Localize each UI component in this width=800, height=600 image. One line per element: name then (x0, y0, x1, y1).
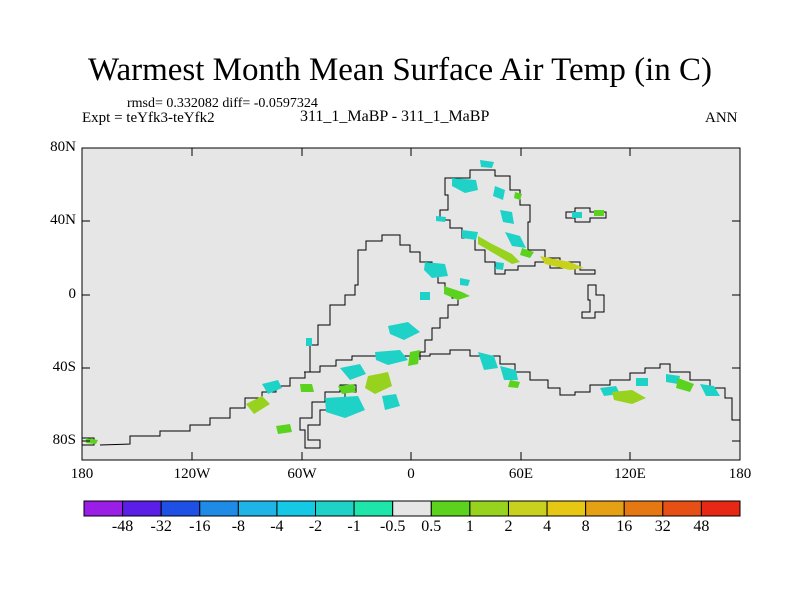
colorbar-box (392, 500, 432, 517)
colorbar-label: -16 (189, 518, 211, 535)
anomaly-patch (636, 378, 648, 386)
anomaly-patch (382, 394, 400, 410)
colorbar-box (507, 500, 548, 517)
lat-label-40s: 40S (52, 359, 76, 375)
anomaly-patch (460, 278, 470, 286)
experiment-label: Expt = teYfk3-teYfk2 (82, 110, 215, 126)
colorbar-box (469, 500, 509, 517)
lon-label-120e: 120E (614, 466, 646, 482)
colorbar-box (122, 500, 162, 517)
colorbar-label: 48 (693, 518, 710, 535)
colorbar-box (160, 500, 201, 517)
colorbar-label: 0.5 (421, 518, 442, 535)
anomaly-patch (594, 210, 604, 216)
lon-label-180e: 180 (728, 466, 752, 482)
anomaly-patch (262, 380, 282, 394)
anomaly-patch (306, 338, 312, 346)
anomaly-patch (700, 384, 720, 396)
anomaly-patch (520, 248, 534, 258)
colorbar-label: -4 (270, 518, 284, 535)
colorbar-label: -32 (150, 518, 172, 535)
island-outline (581, 284, 605, 319)
colorbar-box (546, 500, 587, 517)
anomaly-patch (612, 390, 646, 404)
colorbar-box (700, 500, 741, 517)
anomaly-patch (452, 178, 478, 193)
anomaly-patches (86, 160, 720, 444)
period-label: ANN (705, 110, 738, 126)
anomaly-patch (478, 352, 498, 370)
colorbar-label: -0.5 (380, 518, 406, 535)
lat-ticks (82, 147, 740, 442)
colorbar-box (585, 500, 625, 517)
anomaly-patch (495, 262, 504, 270)
lon-label-180w: 180 (70, 466, 94, 482)
anomaly-patch (408, 350, 420, 366)
lat-label-80s: 80S (52, 432, 76, 448)
lon-label-60w: 60W (287, 466, 317, 482)
colorbar-label: -8 (231, 518, 246, 535)
colorbar-box (199, 500, 239, 517)
colorbar-label: -2 (308, 518, 323, 535)
colorbar-box (276, 500, 317, 517)
lon-ticks (81, 148, 741, 460)
anomaly-patch (505, 232, 526, 248)
anomaly-patch (462, 230, 478, 240)
map-title: Warmest Month Mean Surface Air Temp (in … (87, 52, 713, 88)
colorbar-label: -48 (111, 518, 134, 535)
anomaly-patch (436, 216, 446, 222)
anomaly-patch (514, 192, 522, 200)
lat-label-40n: 40N (50, 212, 76, 228)
colorbar-label: 4 (543, 518, 552, 535)
colorbar-box (237, 500, 278, 517)
anomaly-patch (572, 212, 582, 218)
anomaly-patch (500, 366, 518, 380)
anomaly-patch (246, 396, 270, 414)
lat-label-80n: 80N (50, 139, 76, 155)
colorbar-box (315, 500, 355, 517)
anomaly-patch (424, 262, 448, 278)
anomaly-patch (666, 374, 680, 384)
anomaly-patch (540, 256, 584, 270)
lon-label-60e: 60E (508, 466, 534, 482)
colorbar-box (83, 500, 124, 517)
anomaly-patch (365, 372, 392, 394)
anomaly-patch (676, 378, 694, 392)
anomaly-patch (340, 364, 366, 380)
anomaly-patch (478, 236, 520, 264)
anomaly-patch (338, 384, 356, 394)
americas-outline (304, 234, 459, 373)
lat-label-0: 0 (68, 286, 77, 302)
lon-label-120w: 120W (173, 466, 211, 482)
anomaly-patch (86, 438, 98, 444)
colorbar-label: -1 (347, 518, 361, 535)
colorbar-box (623, 500, 664, 517)
colorbar-label: 2 (504, 518, 513, 535)
anomaly-patch (325, 396, 365, 418)
colorbar-box (353, 500, 394, 517)
stats-text: rmsd= 0.332082 diff= -0.0597324 (127, 96, 318, 111)
colorbar-label: 16 (616, 518, 633, 535)
colorbar-label: 32 (654, 518, 671, 535)
anomaly-patch (508, 380, 520, 388)
anomaly-patch (444, 286, 470, 300)
anomaly-patch (276, 424, 292, 434)
anomaly-patch (375, 350, 408, 365)
map-background (82, 148, 740, 460)
anomaly-patch (420, 292, 430, 300)
anomaly-patch (500, 210, 514, 224)
colorbar-label: 1 (465, 518, 474, 535)
colorbar-box (662, 500, 702, 517)
anomaly-patch (480, 160, 494, 168)
case-label: 311_1_MaBP - 311_1_MaBP (300, 108, 490, 125)
anomaly-patch (300, 384, 314, 392)
colorbar-box (430, 500, 471, 517)
anomaly-patch (388, 322, 420, 340)
lon-label-0: 0 (407, 466, 415, 482)
colorbar-label: 8 (581, 518, 590, 535)
colorbar (83, 500, 741, 517)
anomaly-patch (493, 186, 505, 200)
